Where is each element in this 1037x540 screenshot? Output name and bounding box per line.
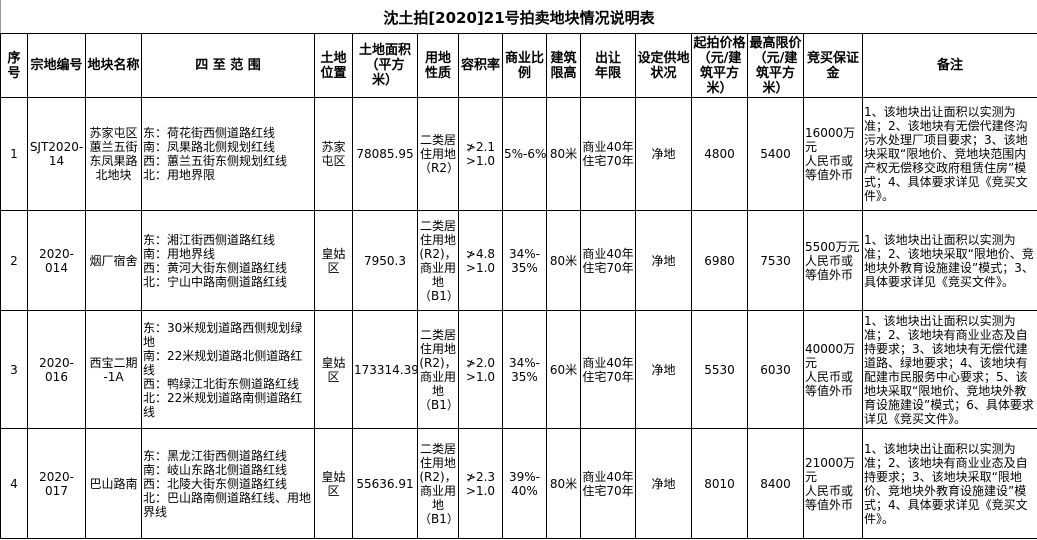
- cell-land-use: 二类居 住用地 (R2)， 商业用 地 （B1）: [417, 428, 459, 539]
- table-row: 1 SJT2020- 14 苏家屯区 蕙兰五街 东凤果路 北地块 东：荷花街西侧道路红…: [0, 97, 1037, 211]
- cell-supply-status: 净地: [635, 428, 692, 539]
- cell-supply-status: 净地: [635, 310, 692, 429]
- cell-parcel-name: 苏家屯区 蕙兰五街 东凤果路 北地块: [85, 97, 142, 211]
- cell-max-price: 6030: [747, 310, 804, 429]
- header-index: 序 号: [0, 33, 28, 98]
- cell-deposit: 21000万元 人民币或 等值外币: [803, 428, 863, 539]
- header-area: 土地面积 （平方 米）: [352, 33, 418, 98]
- header-term: 出让 年限: [580, 33, 636, 98]
- header-location: 土地 位置: [314, 33, 353, 98]
- cell-start-price: 8010: [691, 428, 748, 539]
- cell-far: ≯2.0 >1.0: [458, 310, 503, 429]
- cell-remarks: 1、该地块出让面积以实测为准；2、该地块采取“限地价、竞地块外教育设施建设”模式…: [862, 210, 1037, 311]
- cell-parcel-id: 2020-017: [27, 428, 86, 539]
- cell-supply-status: 净地: [635, 210, 692, 311]
- cell-boundaries: 东：湘江街西侧道路红线 南：用地界线 西：黄河大街东侧道路红线 北：宁山中路南侧…: [141, 210, 315, 311]
- cell-location: 苏家 屯区: [314, 97, 353, 211]
- cell-parcel-name: 西宝二期 -1A: [85, 310, 142, 429]
- header-remarks: 备注: [862, 33, 1037, 98]
- cell-parcel-id: SJT2020- 14: [27, 97, 86, 211]
- header-parcel-id: 宗地编号: [27, 33, 86, 98]
- cell-boundaries: 东：荷花街西侧道路红线 南：凤果路北侧规划红线 西：蕙兰五街东侧规划红线 北：用…: [141, 97, 315, 211]
- cell-deposit: 16000万元 人民币或 等值外币: [803, 97, 863, 211]
- cell-start-price: 5530: [691, 310, 748, 429]
- cell-parcel-id: 2020-014: [27, 210, 86, 311]
- cell-start-price: 4800: [691, 97, 748, 211]
- cell-remarks: 1、该地块出让面积以实测为准；2、该地块有商业业态及自持要求；3、该地块有无偿代…: [862, 310, 1037, 429]
- cell-index: 1: [0, 97, 28, 211]
- cell-index: 4: [0, 428, 28, 539]
- cell-parcel-name: 巴山路南: [85, 428, 142, 539]
- header-deposit: 竞买保证 金: [803, 33, 863, 98]
- cell-commercial-ratio: 39%- 40%: [502, 428, 547, 539]
- cell-height-limit: 80米: [546, 428, 581, 539]
- header-height-limit: 建筑 限高: [546, 33, 581, 98]
- cell-boundaries: 东：黑龙江街西侧道路红线 南：岐山东路北侧道路红线 西：北陵大街东侧道路红线 北…: [141, 428, 315, 539]
- table-row: 4 2020-017 巴山路南 东：黑龙江街西侧道路红线 南：岐山东路北侧道路红线 西…: [0, 428, 1037, 539]
- cell-index: 2: [0, 210, 28, 311]
- header-max-price: 最高限价 （元/建 筑平方 米）: [747, 33, 804, 98]
- cell-commercial-ratio: 34%- 35%: [502, 310, 547, 429]
- cell-far: ≯2.3 >1.0: [458, 428, 503, 539]
- document-title: 沈土拍[2020]21号拍卖地块情况说明表: [0, 0, 1037, 33]
- cell-max-price: 8400: [747, 428, 804, 539]
- header-supply-status: 设定供地 状况: [635, 33, 692, 98]
- cell-boundaries: 东：30米规划道路西侧规划绿地 南：22米规划道路北侧道路红线 西：鸭绿江北街东…: [141, 310, 315, 429]
- cell-location: 皇姑 区: [314, 428, 353, 539]
- cell-location: 皇姑 区: [314, 310, 353, 429]
- header-boundaries: 四 至 范 围: [141, 33, 315, 98]
- cell-area: 55636.91: [352, 428, 418, 539]
- cell-supply-status: 净地: [635, 97, 692, 211]
- cell-parcel-id: 2020-016: [27, 310, 86, 429]
- land-parcel-table: 序 号宗地编号 地块名称四 至 范 围土地 位置 土地面积 （平方 米） 用地 性质容…: [0, 33, 1037, 539]
- cell-height-limit: 80米: [546, 210, 581, 311]
- cell-max-price: 7530: [747, 210, 804, 311]
- cell-height-limit: 80米: [546, 97, 581, 211]
- cell-far: ≯4.8 >1.0: [458, 210, 503, 311]
- cell-land-use: 二类居 住用地 （R2）: [417, 97, 459, 211]
- cell-parcel-name: 烟厂宿舍: [85, 210, 142, 311]
- cell-remarks: 1、该地块出让面积以实测为准；2、该地块有商业业态及自持要求；3、该地块采取“限…: [862, 428, 1037, 539]
- table-row: 2 2020-014 烟厂宿舍 东：湘江街西侧道路红线 南：用地界线 西：黄河大街东侧…: [0, 210, 1037, 311]
- cell-max-price: 5400: [747, 97, 804, 211]
- cell-commercial-ratio: 5%-6%: [502, 97, 547, 211]
- cell-area: 173314.39: [352, 310, 418, 429]
- cell-deposit: 5500万元 人民币或 等值外币: [803, 210, 863, 311]
- cell-land-use: 二类居 住用地 (R2)， 商业用 地 （B1）: [417, 310, 459, 429]
- cell-remarks: 1、该地块出让面积以实测为准；2、该地块有无偿代建佟沟污水处理厂项目要求；3、该…: [862, 97, 1037, 211]
- cell-deposit: 40000万元 人民币或 等值外币: [803, 310, 863, 429]
- cell-start-price: 6980: [691, 210, 748, 311]
- header-start-price: 起拍价格 （元/建 筑平方 米）: [691, 33, 748, 98]
- cell-location: 皇姑 区: [314, 210, 353, 311]
- cell-area: 78085.95: [352, 97, 418, 211]
- cell-land-use: 二类居 住用地 (R2)， 商业用 地 （B1）: [417, 210, 459, 311]
- cell-term: 商业40年 住宅70年: [580, 310, 636, 429]
- cell-area: 7950.3: [352, 210, 418, 311]
- cell-height-limit: 60米: [546, 310, 581, 429]
- header-row: 序 号宗地编号 地块名称四 至 范 围土地 位置 土地面积 （平方 米） 用地 性质容…: [0, 33, 1037, 98]
- header-land-use: 用地 性质: [417, 33, 459, 98]
- header-parcel-name: 地块名称: [85, 33, 142, 98]
- cell-index: 3: [0, 310, 28, 429]
- cell-commercial-ratio: 34%- 35%: [502, 210, 547, 311]
- cell-term: 商业40年 住宅70年: [580, 210, 636, 311]
- header-commercial-ratio: 商业比 例: [502, 33, 547, 98]
- cell-far: ≯2.1 >1.0: [458, 97, 503, 211]
- cell-term: 商业40年 住宅70年: [580, 428, 636, 539]
- header-far: 容积率: [458, 33, 503, 98]
- cell-term: 商业40年 住宅70年: [580, 97, 636, 211]
- table-row: 3 2020-016 西宝二期 -1A 东：30米规划道路西侧规划绿地 南：22米规划…: [0, 310, 1037, 429]
